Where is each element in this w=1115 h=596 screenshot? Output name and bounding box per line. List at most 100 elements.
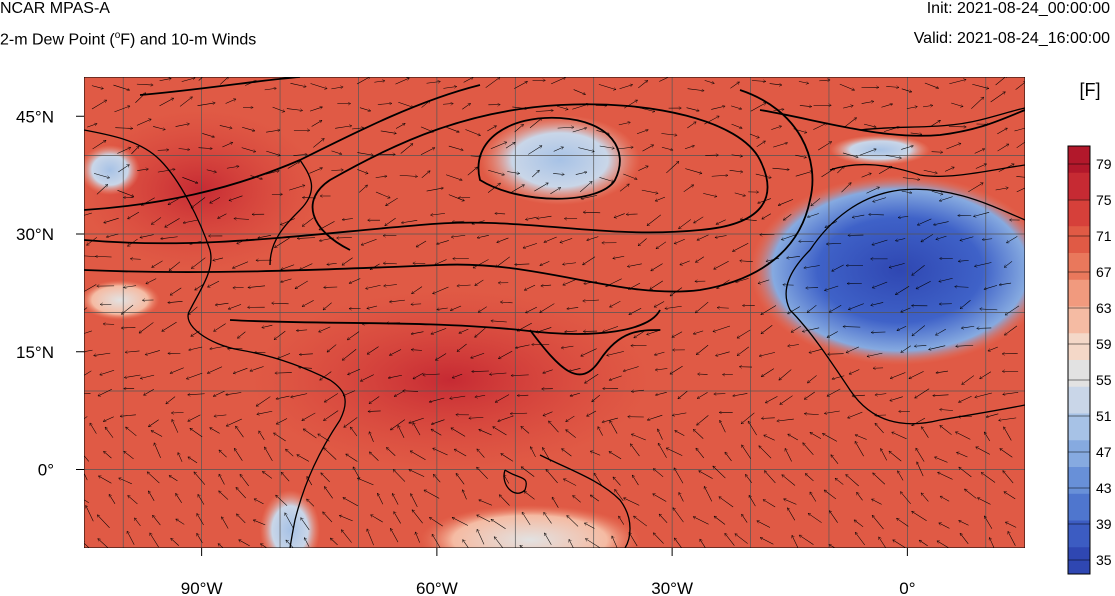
wind-arrow <box>324 486 333 499</box>
wind-arrow <box>342 257 353 266</box>
wind-arrow <box>103 416 114 422</box>
wind-arrow <box>504 475 510 484</box>
wind-arrow <box>543 369 553 373</box>
wind-arrow <box>367 529 374 546</box>
wind-arrow <box>370 263 380 270</box>
wind-arrow <box>756 140 766 148</box>
wind-arrow <box>121 304 134 314</box>
wind-arrow <box>786 256 800 258</box>
wind-arrow <box>152 515 161 526</box>
wind-arrow <box>544 533 552 545</box>
wind-arrow <box>98 388 112 396</box>
wind-arrow <box>939 523 950 529</box>
lat-label-15n: 15°N <box>16 343 54 362</box>
wind-arrow <box>859 149 877 156</box>
wind-arrow <box>188 456 198 464</box>
wind-arrow <box>835 478 844 485</box>
wind-arrow <box>773 109 784 110</box>
wind-arrow <box>915 448 925 462</box>
wind-arrow <box>674 468 684 484</box>
wind-arrow <box>771 126 781 130</box>
wind-arrow <box>563 479 577 486</box>
wind-arrow <box>869 214 884 215</box>
wind-arrow <box>581 348 597 357</box>
wind-arrow <box>258 431 265 440</box>
wind-arrow <box>824 410 840 414</box>
wind-arrow <box>798 81 809 83</box>
wind-arrow <box>337 237 352 238</box>
wind-arrow <box>149 533 159 548</box>
wind-arrow <box>331 87 343 90</box>
wind-arrow <box>972 83 989 88</box>
wind-arrow <box>831 455 839 464</box>
wind-arrow <box>541 285 552 286</box>
wind-arrow <box>997 143 1009 152</box>
wind-arrow <box>674 239 685 243</box>
wind-arrow <box>623 498 640 506</box>
wind-arrow <box>534 182 548 192</box>
wind-arrow <box>213 257 224 261</box>
wind-arrow <box>189 346 203 350</box>
wind-arrow <box>258 235 272 238</box>
wind-arrow <box>855 441 864 457</box>
wind-arrow <box>740 219 757 220</box>
azores-dry-region <box>480 115 640 205</box>
wind-arrow <box>961 326 975 328</box>
wind-arrow <box>881 104 892 108</box>
wind-arrow <box>525 216 537 219</box>
wind-arrow <box>380 130 397 133</box>
wind-arrow <box>386 447 396 456</box>
wind-arrow <box>946 143 961 150</box>
wind-arrow <box>609 375 622 380</box>
wind-arrow <box>670 287 683 297</box>
wind-arrow <box>450 395 466 398</box>
wind-arrow <box>361 238 377 245</box>
wind-arrow <box>286 108 303 111</box>
wind-arrow <box>857 492 863 501</box>
wind-arrow <box>696 448 705 459</box>
wind-arrow <box>731 155 743 157</box>
wind-arrow <box>1004 325 1018 335</box>
wind-arrow <box>779 369 792 381</box>
wind-arrow <box>665 305 682 308</box>
wind-arrow <box>602 417 618 422</box>
wind-arrow <box>713 325 731 332</box>
wind-arrow <box>479 500 492 506</box>
wind-arrow <box>872 515 884 530</box>
wind-arrow <box>398 425 405 439</box>
wind-arrow <box>890 396 903 401</box>
wind-arrow <box>342 218 353 219</box>
wind-arrow <box>159 98 174 107</box>
wind-arrow <box>1005 305 1020 316</box>
wind-arrow <box>452 221 465 222</box>
wind-arrow <box>214 323 226 332</box>
wind-arrow <box>551 497 559 508</box>
wind-arrow <box>523 243 538 248</box>
wind-arrow <box>306 499 315 507</box>
wind-arrow <box>623 366 639 372</box>
wind-arrow <box>634 331 644 339</box>
wind-arrow <box>949 80 966 85</box>
wind-arrow <box>613 477 621 486</box>
wind-arrow <box>196 533 203 544</box>
wind-arrow <box>219 491 229 500</box>
wind-arrow <box>86 505 94 522</box>
field-title-part2: F) and 10-m Winds <box>120 31 257 49</box>
wind-arrow <box>220 77 228 85</box>
wind-arrow <box>135 93 145 103</box>
wind-arrow <box>511 184 524 193</box>
wind-arrow <box>242 127 255 131</box>
wind-arrow <box>103 324 115 325</box>
wind-arrow <box>1005 522 1017 528</box>
wind-arrow <box>500 302 513 303</box>
colorbar-segment <box>1068 520 1090 548</box>
wind-arrow <box>741 412 755 424</box>
wind-arrow <box>1019 107 1025 110</box>
wind-arrow <box>737 346 750 356</box>
wind-arrow <box>465 129 480 135</box>
wind-arrow <box>488 169 504 175</box>
wind-arrow <box>236 514 246 524</box>
wind-arrow <box>388 375 402 378</box>
wind-arrow <box>537 215 552 218</box>
wind-arrow <box>921 493 929 502</box>
